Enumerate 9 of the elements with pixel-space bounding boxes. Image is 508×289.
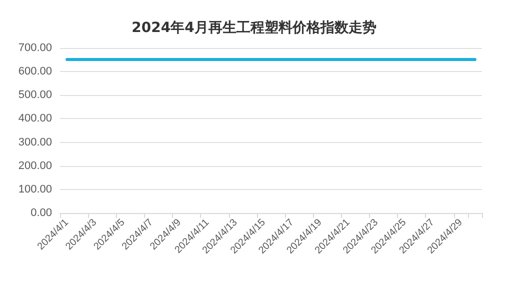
y-tick-label: 500.00 xyxy=(18,89,52,102)
y-tick-label: 700.00 xyxy=(18,42,52,54)
y-tick-label: 300.00 xyxy=(18,136,52,148)
y-tick-label: 0.00 xyxy=(30,207,52,219)
y-tick-label: 200.00 xyxy=(18,160,52,172)
y-tick-label: 400.00 xyxy=(18,112,52,125)
y-tick-label: 600.00 xyxy=(18,66,52,78)
chart-title: 2024年4月再生工程塑料价格指数走势 xyxy=(132,19,376,36)
y-tick-label: 100.00 xyxy=(18,183,52,196)
